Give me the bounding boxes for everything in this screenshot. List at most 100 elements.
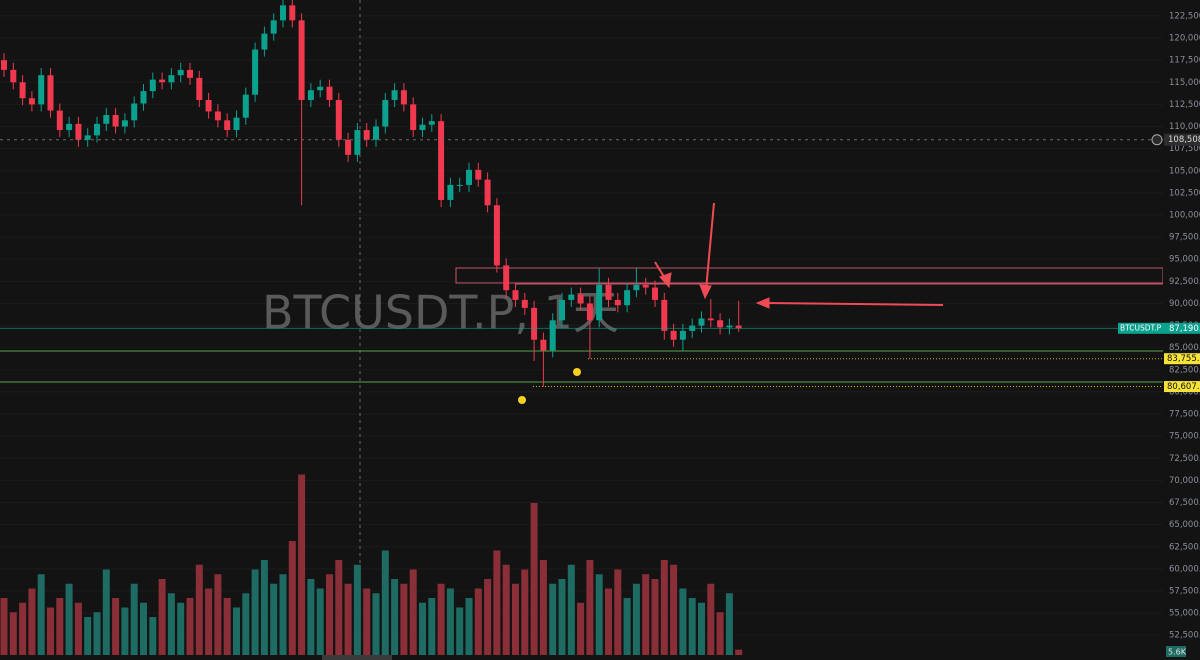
volume-bar — [316, 588, 324, 655]
volume-bar — [177, 602, 185, 655]
candle-body — [28, 98, 35, 105]
volume-bar — [698, 602, 705, 655]
y-tick-label: 77,500.0 — [1169, 410, 1200, 420]
candle-body — [84, 135, 91, 140]
candle-body — [214, 111, 221, 121]
candle-body — [177, 69, 184, 76]
candle-body — [187, 69, 193, 78]
y-tick-label: 122,500. — [1169, 11, 1200, 21]
volume-bar — [326, 574, 333, 655]
volume-bar — [456, 607, 464, 655]
candle-body — [19, 82, 26, 99]
volume-bar — [642, 574, 650, 655]
volume-bar — [251, 569, 259, 655]
volume-bar — [428, 598, 436, 655]
volume-bar — [372, 593, 380, 655]
volume-bar — [0, 598, 8, 655]
volume-bar — [735, 649, 743, 655]
candle-body — [391, 90, 398, 100]
y-tick-label: 67,500.0 — [1169, 498, 1200, 508]
volume-bar — [242, 593, 250, 655]
crosshair-label: 108,508. — [1168, 135, 1200, 145]
candle-body — [382, 99, 389, 127]
candle-body — [735, 325, 742, 329]
volume-bar — [493, 550, 501, 655]
volume-bar — [335, 560, 343, 655]
candle-body — [549, 320, 556, 351]
last-price-label: 87,190.0 — [1169, 324, 1200, 334]
volume-bar — [725, 593, 733, 655]
volume-bar — [353, 564, 361, 655]
volume-bar — [391, 579, 399, 655]
candle-body — [419, 124, 426, 131]
candle-body — [131, 103, 138, 121]
volume-bar — [595, 574, 603, 655]
volume-bar — [521, 569, 529, 655]
arrow-head — [755, 297, 770, 309]
candles — [1, 0, 742, 387]
candle-body — [624, 290, 631, 306]
candle-body — [456, 184, 463, 186]
volume-bar — [121, 607, 129, 655]
candle-body — [205, 99, 212, 112]
volume-bar — [74, 602, 82, 655]
level-label: 83,755.3 — [1167, 354, 1200, 364]
volume-bar — [167, 593, 175, 655]
candle-body — [121, 120, 128, 127]
candle-body — [280, 5, 286, 21]
candle-body — [559, 299, 565, 321]
symbol-tag — [1118, 322, 1164, 334]
candle-body — [270, 20, 277, 34]
candle-body — [521, 299, 528, 308]
candle-body — [484, 179, 491, 206]
level-tag — [1164, 381, 1200, 393]
volume-bar — [140, 602, 147, 655]
volume-bar — [214, 574, 222, 655]
y-tick-label: 120,000. — [1169, 34, 1200, 44]
y-tick-label: 80,000.0 — [1169, 387, 1200, 397]
volume-bar — [158, 579, 166, 655]
candle-body — [1, 60, 7, 70]
candle-body — [94, 123, 100, 136]
volume-bar — [512, 583, 519, 655]
y-tick-label: 57,500.0 — [1169, 586, 1200, 596]
candle-body — [568, 294, 575, 300]
volume-bar — [56, 598, 64, 655]
y-tick-label: 60,000.0 — [1169, 564, 1200, 574]
volume-bar — [707, 583, 715, 655]
volume-bar — [307, 579, 315, 655]
candle-body — [605, 284, 612, 300]
scroll-bar — [322, 655, 392, 660]
volume-bar — [419, 602, 426, 655]
y-tick-label: 102,500. — [1169, 188, 1200, 198]
y-tick-label: 52,500.0 — [1169, 631, 1200, 641]
y-tick-label: 117,500. — [1169, 56, 1200, 66]
candle-body — [112, 115, 119, 127]
candle-body — [196, 77, 203, 100]
y-tick-label: 90,000.0 — [1169, 299, 1200, 309]
volume-label: 5.6K — [1168, 648, 1187, 657]
y-tick-label: 105,000. — [1169, 166, 1200, 176]
y-tick-label: 82,500.0 — [1169, 365, 1200, 375]
candle-body — [224, 120, 231, 131]
volume-bar — [195, 564, 203, 655]
y-tick-label: 62,500.0 — [1169, 542, 1200, 552]
volume-bar — [93, 612, 101, 655]
candle-body — [652, 287, 658, 300]
y-tick-label: 115,000. — [1169, 78, 1200, 88]
volume-label-bg — [1166, 646, 1186, 657]
grid — [0, 15, 1163, 636]
volume-bar — [502, 564, 510, 655]
candle-body — [168, 75, 175, 83]
y-tick-label: 95,000.0 — [1169, 255, 1200, 265]
volume-bar — [260, 560, 268, 655]
candle-body — [475, 169, 482, 180]
candle-body — [512, 290, 519, 300]
candle-body — [56, 110, 63, 131]
candle-body — [503, 265, 510, 291]
candle-body — [38, 75, 45, 105]
volume-pane — [0, 474, 743, 655]
alarm-icon — [573, 368, 581, 376]
candle-body — [707, 318, 714, 321]
